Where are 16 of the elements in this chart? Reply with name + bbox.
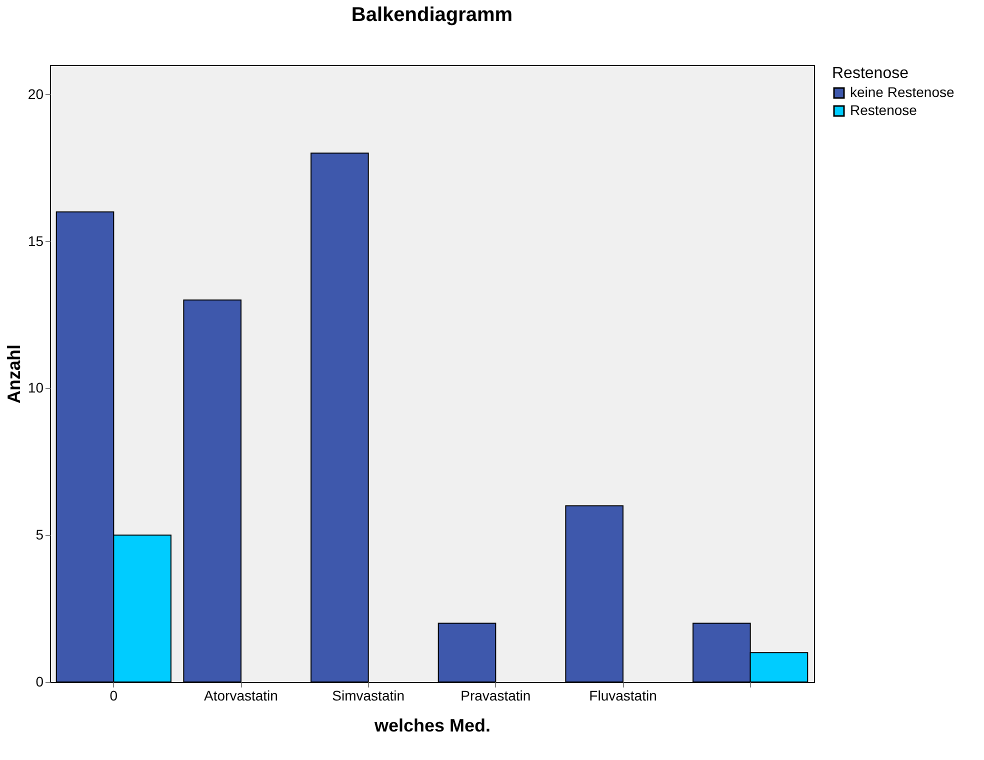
y-tick-label: 15: [28, 232, 44, 249]
legend-title: Restenose: [832, 65, 909, 82]
x-tick-label: 0: [110, 688, 118, 704]
x-tick-label: Fluvastatin: [589, 688, 657, 704]
legend-label: Restenose: [850, 102, 918, 118]
x-tick-label: Atorvastatin: [204, 688, 278, 704]
y-tick-label: 10: [28, 380, 44, 396]
y-tick-label: 0: [36, 674, 44, 690]
x-tick-label: Pravastatin: [460, 688, 531, 704]
y-axis-title: Anzahl: [4, 344, 24, 404]
x-axis-title: welches Med.: [373, 716, 491, 736]
y-tick-label: 20: [28, 86, 44, 102]
chart-title: Balkendiagramm: [351, 4, 513, 26]
x-tick-label: Simvastatin: [332, 688, 405, 704]
legend-label: keine Restenose: [850, 84, 955, 100]
y-tick-label: 5: [36, 526, 44, 543]
